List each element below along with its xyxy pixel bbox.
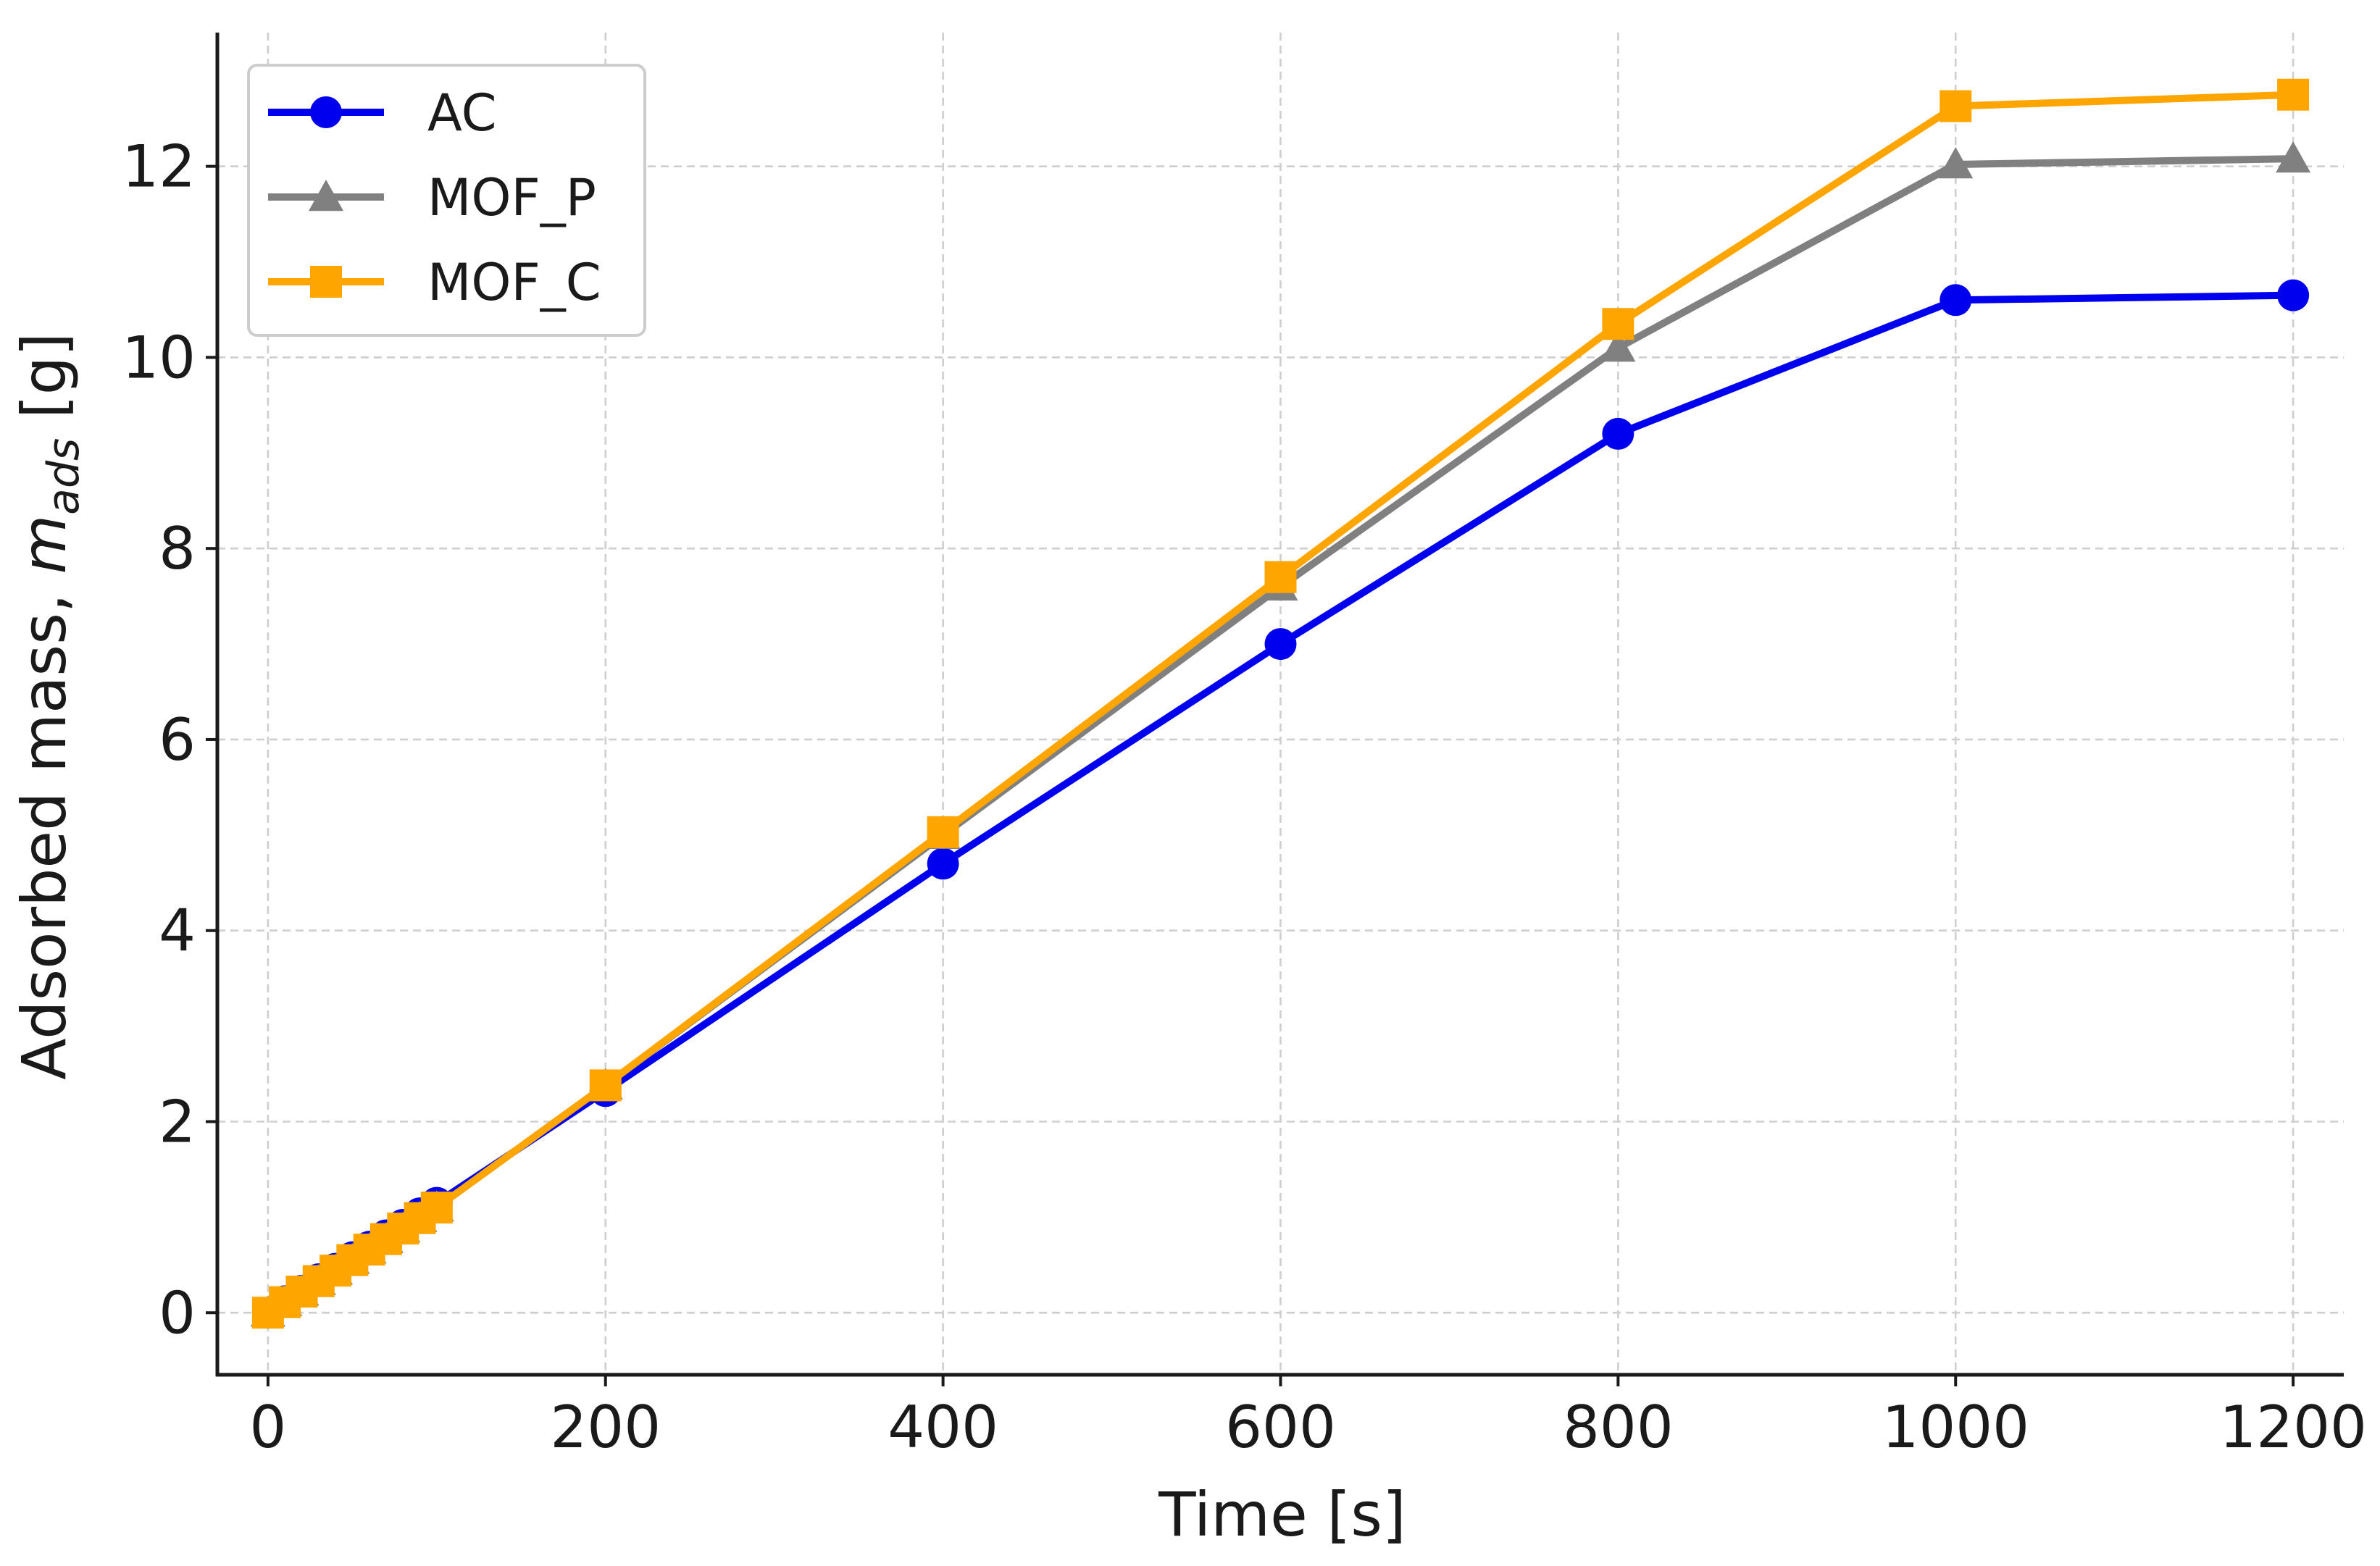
y-tick-label: 2 bbox=[159, 1089, 196, 1156]
x-tick-label: 0 bbox=[249, 1394, 286, 1461]
x-tick-label: 400 bbox=[888, 1394, 998, 1461]
legend-box bbox=[247, 64, 646, 337]
y-axis-label: Adsorbed mass, mads [g] bbox=[9, 332, 89, 1080]
y-tick-label: 10 bbox=[122, 324, 196, 391]
legend-swatch-marker bbox=[309, 180, 343, 212]
data-point bbox=[2276, 141, 2311, 173]
data-point bbox=[2277, 279, 2310, 311]
data-point bbox=[1602, 417, 1634, 450]
x-tick-label: 1000 bbox=[1882, 1394, 2029, 1461]
x-tick-label: 1200 bbox=[2219, 1394, 2367, 1461]
y-tick-label: 12 bbox=[122, 133, 196, 201]
legend-item: AC bbox=[268, 83, 497, 143]
data-point bbox=[1938, 147, 1974, 179]
data-point bbox=[1264, 561, 1297, 593]
y-tick-label: 8 bbox=[159, 515, 196, 582]
x-axis-label: Time [s] bbox=[1158, 1479, 1406, 1550]
y-axis-label-prefix: Adsorbed mass, bbox=[9, 574, 80, 1080]
data-point bbox=[1264, 628, 1297, 661]
x-tick-label: 200 bbox=[550, 1394, 661, 1461]
y-tick-label: 4 bbox=[159, 897, 196, 965]
y-tick-label: 0 bbox=[159, 1279, 196, 1347]
y-tick-label: 6 bbox=[159, 706, 196, 774]
data-point bbox=[1940, 90, 1972, 122]
legend: AC MOF_P MOF_C bbox=[247, 64, 646, 337]
data-point bbox=[927, 816, 959, 848]
legend-item: MOF_P bbox=[268, 168, 596, 227]
series-MOF_C bbox=[251, 78, 2310, 1329]
data-point bbox=[420, 1192, 453, 1224]
x-tick-label: 600 bbox=[1225, 1394, 1336, 1461]
legend-swatch-marker bbox=[310, 266, 342, 298]
legend-swatch-marker bbox=[310, 96, 342, 128]
legend-label: AC bbox=[427, 83, 497, 143]
series-layer bbox=[250, 78, 2311, 1329]
data-point bbox=[927, 847, 959, 880]
legend-label: MOF_P bbox=[427, 168, 596, 227]
data-point bbox=[1940, 284, 1972, 317]
legend-item: MOF_C bbox=[268, 253, 601, 312]
data-point bbox=[589, 1069, 622, 1102]
data-point bbox=[2277, 78, 2310, 111]
y-axis-label-subscript: ads bbox=[38, 438, 89, 515]
ticks: 0 200 400 600 800 1000 1200 0 2 4 6 8 10 12 bbox=[122, 133, 2367, 1461]
data-point bbox=[1602, 308, 1634, 340]
y-axis-label-symbol: m bbox=[9, 515, 80, 574]
legend-label: MOF_C bbox=[427, 253, 601, 312]
y-axis-label-unit: [g] bbox=[9, 332, 80, 438]
data-point bbox=[1600, 330, 1636, 362]
x-tick-label: 800 bbox=[1563, 1394, 1674, 1461]
